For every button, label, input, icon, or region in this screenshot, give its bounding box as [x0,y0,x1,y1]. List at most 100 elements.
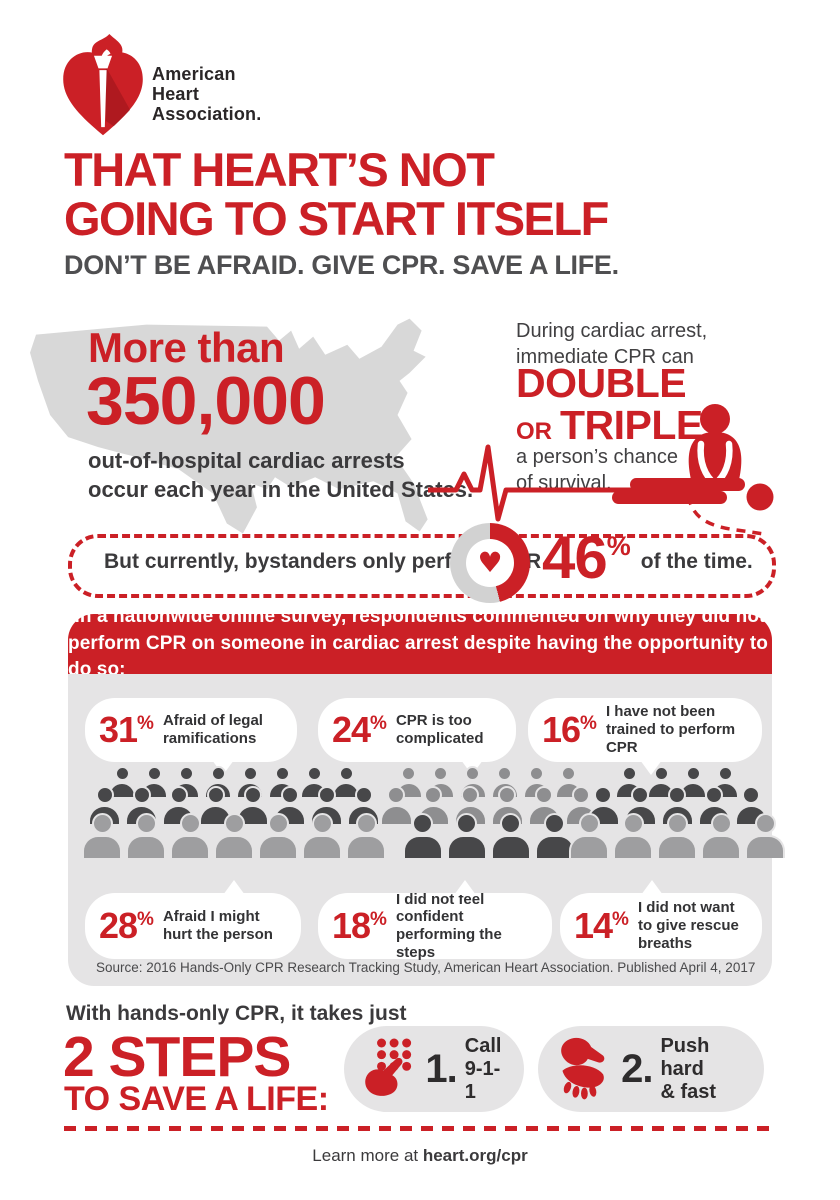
aha-heart-torch-logo [63,34,143,136]
bystander-suffix: of the time. [640,550,753,573]
survey-stat-bubble: 24 % CPR is too complicated [318,698,516,775]
percent-sign: % [137,909,154,930]
donut-hole: ♥ [466,539,514,587]
steps-big-text: 2 STEPS [63,1025,291,1089]
triple-text: TRIPLE [560,402,703,448]
or-triple-row: OR TRIPLE [516,402,703,449]
sub-headline: DON’T BE AFRAID. GIVE CPR. SAVE A LIFE. [64,250,619,280]
step-2-pill: 2. Push hard & fast [538,1026,764,1112]
bystander-callout-box [68,534,776,598]
person-icon [214,813,254,858]
person-icon [701,813,741,858]
stat-pct-number: 18 [332,905,371,946]
cpr-rescuer-victim-icon [612,404,774,511]
step-number: 1. [425,1046,457,1091]
headline-line-1: THAT HEART’S NOT [64,143,495,196]
person-icon [332,766,360,797]
stat-desc-line-2: occur each year in the United States. [88,477,474,503]
dial-911-hand-icon [365,1038,412,1096]
stat-label: Afraid of legal ramifications [162,712,263,747]
person-icon [82,813,122,858]
bubble-tail [223,880,246,895]
step-label-line-2: 9-1-1 [464,1057,501,1103]
stat-lead: More than [88,324,285,371]
person-icon [534,813,575,858]
main-headline: THAT HEART’S NOT GOING TO START ITSELF [64,143,609,245]
cpr-hands-icon [561,1037,605,1100]
dashed-connector-line [686,496,765,536]
step-1-pill: 1. Call 9-1-1 [344,1026,524,1112]
step-label-line-2: & fast [660,1080,717,1103]
brand-line: American [152,64,236,84]
bubble-tail [640,880,663,895]
stat-label: CPR is too complicated [395,712,484,747]
person-icon [734,786,768,824]
stat-pct-number: 31 [99,709,138,750]
crowd-group [569,766,785,858]
brand-line: Association. [152,104,262,125]
step-label: Call 9-1-1 [465,1035,508,1104]
stat-pct-number: 24 [332,709,371,750]
steps-big-text-2: TO SAVE A LIFE: [64,1080,329,1118]
heart-icon: ♥ [477,546,503,579]
footer: Learn more at heart.org/cpr [0,1146,840,1166]
stat-pct-number: 14 [574,905,613,946]
person-icon [302,813,342,858]
person-icon [402,813,443,858]
person-icon [569,813,609,858]
steps-intro: With hands-only CPR, it takes just [66,1002,407,1025]
stat-pct: 18 % [332,908,387,944]
bystander-stat: 46 % of the time. [542,528,753,588]
person-icon [170,813,210,858]
step-label: Push hard & fast [660,1035,748,1104]
stat-pct: 24 % [332,712,387,748]
step-label-line-1: Push hard [660,1034,710,1080]
person-icon [679,766,707,797]
footer-text: Learn more at [312,1146,423,1165]
percent-sign: % [580,713,597,734]
percent-sign: % [370,909,387,930]
crowd-group [82,766,386,858]
footer-link[interactable]: heart.org/cpr [422,1146,528,1165]
stat-pct: 16 % [542,712,597,748]
survey-header-line-1: In a nationwide online survey, responden… [74,605,766,627]
stat-desc-line-1: out-of-hospital cardiac arrests [88,448,405,473]
person-icon [379,786,413,824]
step-number: 2. [621,1046,653,1091]
stat-label: I did not feel confident performing the … [395,890,502,961]
person-icon [613,813,653,858]
crowd-group [379,766,598,858]
bubble-tail [453,880,476,895]
bystander-text: But currently, bystanders only perform C… [104,550,542,573]
person-icon [745,813,785,858]
survey-stat-bubble: 18 % I did not feel confident performing… [318,880,552,961]
person-icon [126,813,166,858]
stat-label: I have not been trained to perform CPR [605,703,736,756]
person-icon [490,813,531,858]
stat-pct-number: 28 [99,905,138,946]
cpr-benefit-intro-line-1: During cardiac arrest, [516,320,708,342]
aha-logo-wordmark: American Heart Association. [152,64,261,124]
cpr-benefit-intro-line-2: immediate CPR can [516,346,694,369]
step-label-line-1: Call [464,1034,502,1057]
brand-line: Heart [152,84,200,105]
stat-description: out-of-hospital cardiac arrests occur ea… [88,446,473,504]
person-icon [446,813,487,858]
percent-sign: % [606,531,631,561]
percent-sign: % [137,713,154,734]
ekg-heartbeat-line-icon [428,444,638,522]
double-text: DOUBLE [516,360,687,406]
person-icon [657,813,697,858]
or-text: OR [516,418,552,445]
percent-sign: % [370,713,387,734]
cpr-benefit-outro-line-1: a person’s chance [516,446,678,468]
stat-pct: 14 % [574,908,629,944]
stat-number: 350,000 [86,363,326,439]
survey-stat-bubble: 16 % I have not been trained to perform … [528,698,762,775]
survey-stat-bubble: 28 % Afraid I might hurt the person [85,880,301,959]
percent-sign: % [612,909,629,930]
headline-line-2: GOING TO START ITSELF [64,191,609,245]
person-icon [258,813,298,858]
survey-stat-bubble: 14 % I did not want to give rescue breat… [560,880,762,959]
